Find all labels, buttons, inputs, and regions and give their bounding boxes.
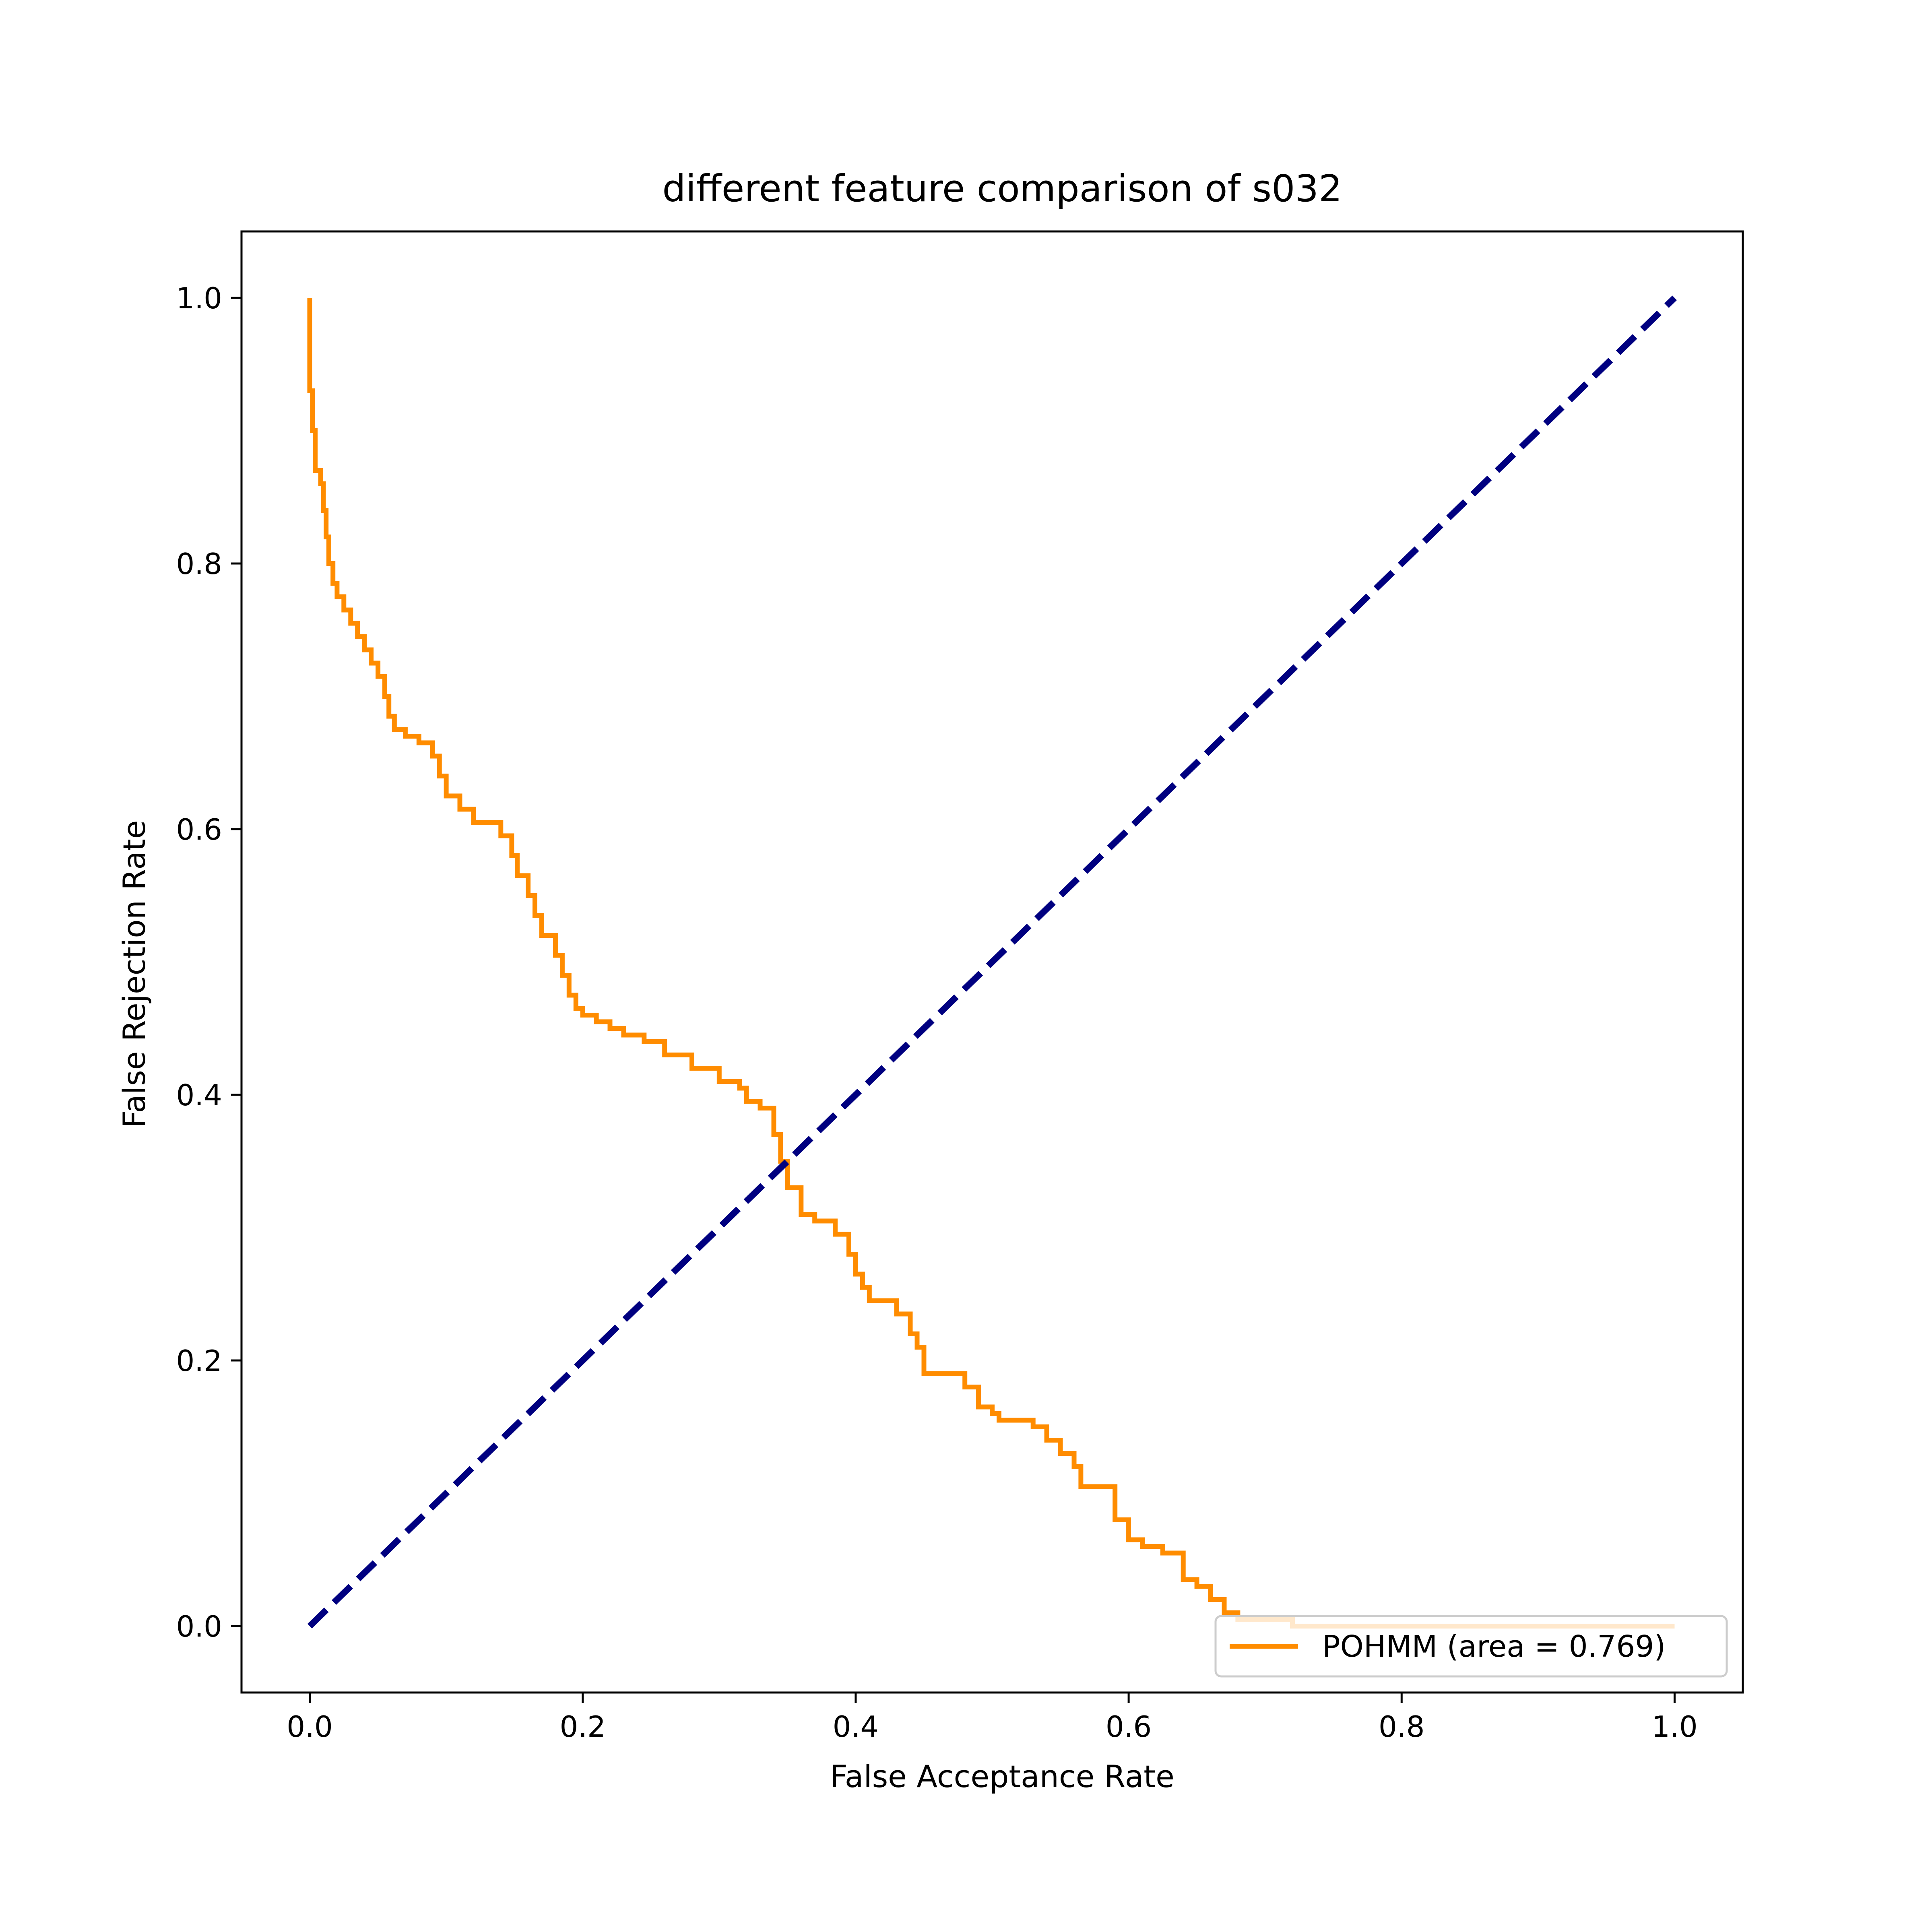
x-tick-label: 0.4 xyxy=(833,1710,879,1744)
x-tick-label: 0.2 xyxy=(559,1710,606,1744)
x-tick-label: 0.0 xyxy=(287,1710,333,1744)
axes: 0.0 0.2 0.4 0.6 0.8 1.0 0.0 0.2 0.4 0.6 0.8 1.0 xyxy=(176,230,1744,1744)
series-line-1 xyxy=(307,295,1677,1629)
y-tick-label: 0.4 xyxy=(176,1078,222,1112)
x-tick-label: 1.0 xyxy=(1651,1710,1698,1744)
plot-area xyxy=(307,295,1677,1629)
plot-frame xyxy=(240,230,1744,1694)
legend-label: POHMM (area = 0.769) xyxy=(1322,1629,1666,1664)
y-tick-label: 0.2 xyxy=(176,1344,222,1378)
x-tick-label: 0.8 xyxy=(1379,1710,1425,1744)
legend: POHMM (area = 0.769) xyxy=(1214,1615,1728,1678)
y-tick-label: 0.0 xyxy=(176,1610,222,1643)
legend-box xyxy=(1214,1615,1728,1678)
y-tick-label: 0.6 xyxy=(176,813,222,846)
x-tick-label: 0.6 xyxy=(1106,1710,1152,1744)
x-axis-title: False Acceptance Rate xyxy=(830,1759,1174,1794)
chart-title: different feature comparison of s032 xyxy=(662,167,1342,210)
y-tick-label: 0.8 xyxy=(176,547,222,581)
y-tick-label: 1.0 xyxy=(176,281,222,315)
series-line-0 xyxy=(307,298,1675,1629)
y-axis-title: False Rejection Rate xyxy=(116,820,152,1128)
